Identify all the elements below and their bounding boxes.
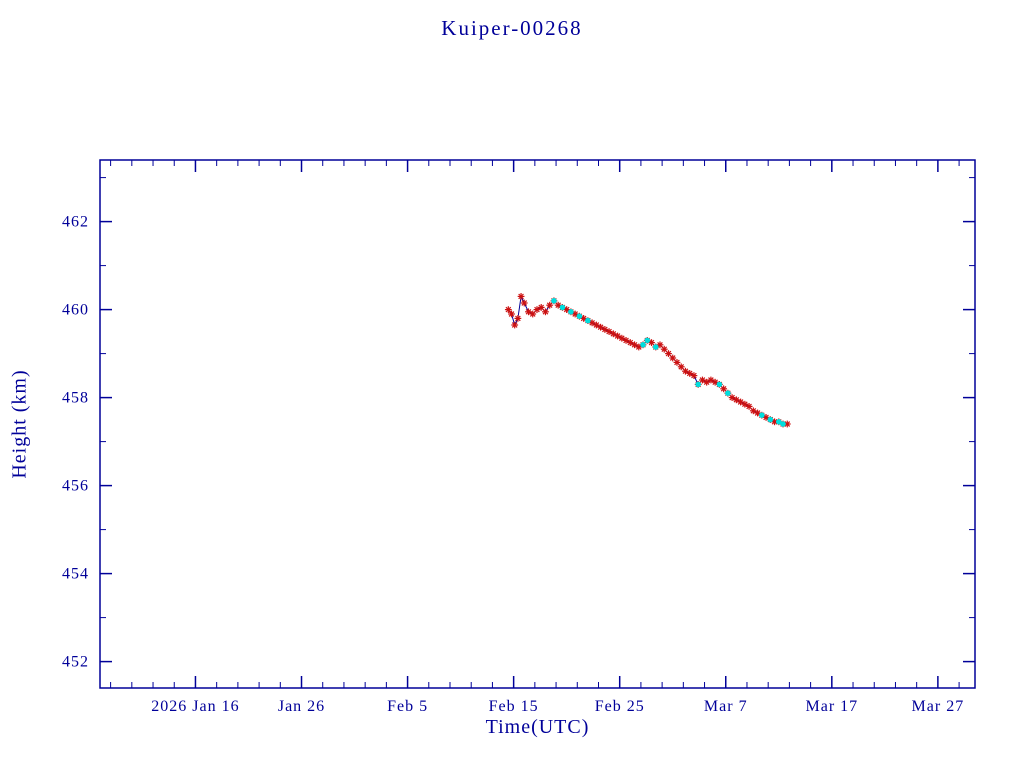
red-asterisk-marker <box>555 302 562 309</box>
cyan-dot-marker <box>775 419 782 425</box>
red-asterisk-marker <box>542 308 549 315</box>
x-tick-label: 2026 Jan 16 <box>151 698 239 715</box>
red-asterisk-marker <box>678 363 685 370</box>
x-tick-label: Mar 17 <box>805 698 858 715</box>
red-asterisk-marker <box>521 300 528 306</box>
red-asterisk-marker <box>742 401 748 408</box>
red-asterisk-marker <box>631 341 638 348</box>
cyan-dot-marker <box>568 309 574 315</box>
red-asterisk-marker <box>623 337 629 344</box>
red-asterisk-marker <box>737 399 744 405</box>
red-asterisk-marker <box>720 385 727 392</box>
red-asterisk-marker <box>674 359 680 366</box>
red-asterisk-marker <box>618 335 625 342</box>
red-asterisk-marker <box>546 302 553 309</box>
cyan-dot-marker <box>695 381 701 388</box>
red-asterisk-marker <box>729 394 735 401</box>
red-asterisk-marker <box>699 377 706 383</box>
x-tick-label: Mar 27 <box>912 698 965 715</box>
y-tick-label: 458 <box>62 390 89 407</box>
x-tick-label: Feb 25 <box>595 698 645 715</box>
chart-title: Kuiper-00268 <box>441 16 583 40</box>
plot-frame <box>99 159 976 689</box>
cyan-dot-marker <box>551 298 557 304</box>
red-asterisk-marker <box>515 315 521 322</box>
y-tick-label: 454 <box>62 566 89 583</box>
red-asterisk-marker <box>771 418 778 425</box>
x-axis-ticks: 2026 Jan 16 Jan 26 Feb 5 Feb 15 Feb 25 Mar 7 M… <box>110 160 965 715</box>
red-asterisk-marker <box>606 328 612 335</box>
red-asterisk-marker <box>580 315 587 322</box>
red-asterisk-marker <box>572 311 578 317</box>
x-tick-label: Jan 26 <box>278 698 325 715</box>
red-asterisk-marker <box>602 326 608 333</box>
red-asterisk-marker <box>597 324 604 331</box>
red-asterisk-marker <box>750 407 757 414</box>
red-asterisk-marker <box>686 370 693 377</box>
red-asterisk-marker <box>589 319 595 326</box>
x-tick-label: Mar 7 <box>704 698 748 715</box>
red-asterisk-marker <box>754 410 761 416</box>
red-asterisk-marker <box>518 293 524 300</box>
cyan-dot-marker <box>576 313 583 320</box>
red-asterisk-marker <box>505 306 512 313</box>
red-asterisk-marker <box>665 350 672 357</box>
cyan-dot-marker <box>716 381 723 388</box>
height-cyan-dots-markers <box>551 298 786 427</box>
y-tick-label: 460 <box>62 302 89 319</box>
x-tick-label: Feb 15 <box>489 698 539 715</box>
y-axis-label: Height (km) <box>8 369 31 479</box>
red-asterisk-marker <box>746 403 752 410</box>
red-asterisk-marker <box>648 339 655 346</box>
red-asterisk-marker <box>529 311 536 317</box>
cyan-dot-marker <box>767 416 774 423</box>
x-axis-label: Time(UTC) <box>485 716 590 738</box>
cyan-dot-marker <box>559 304 566 311</box>
y-tick-label: 462 <box>62 214 89 231</box>
red-asterisk-marker <box>712 379 718 386</box>
red-asterisk-marker <box>763 414 769 421</box>
cyan-dot-marker <box>585 317 591 324</box>
red-asterisk-marker <box>593 322 600 328</box>
cyan-dot-marker <box>652 344 659 350</box>
red-asterisk-marker <box>563 306 570 313</box>
y-tick-label: 452 <box>62 654 89 671</box>
red-asterisk-marker <box>733 396 740 403</box>
red-asterisk-marker <box>538 304 545 311</box>
cyan-dot-marker <box>780 421 786 427</box>
red-asterisk-marker <box>627 339 634 346</box>
height-red-asterisk-markers <box>504 293 791 428</box>
red-asterisk-marker <box>610 330 617 337</box>
red-asterisk-marker <box>661 346 668 353</box>
red-asterisk-marker <box>682 368 689 375</box>
y-axis-ticks: 452 454 456 458 460 462 <box>62 177 975 671</box>
red-asterisk-marker <box>691 372 697 379</box>
red-asterisk-marker <box>511 322 518 328</box>
red-asterisk-marker <box>525 308 532 315</box>
x-tick-label: Feb 5 <box>387 698 428 715</box>
cyan-dot-marker <box>759 412 765 419</box>
cyan-dot-marker <box>640 342 646 348</box>
red-asterisk-marker <box>708 377 714 383</box>
red-asterisk-marker <box>669 355 676 361</box>
red-asterisk-marker <box>614 333 621 339</box>
cyan-dot-marker <box>644 337 651 344</box>
red-asterisk-marker <box>508 311 515 317</box>
cyan-dot-marker <box>725 390 731 397</box>
red-asterisk-marker <box>784 421 791 427</box>
y-tick-label: 456 <box>62 478 89 495</box>
